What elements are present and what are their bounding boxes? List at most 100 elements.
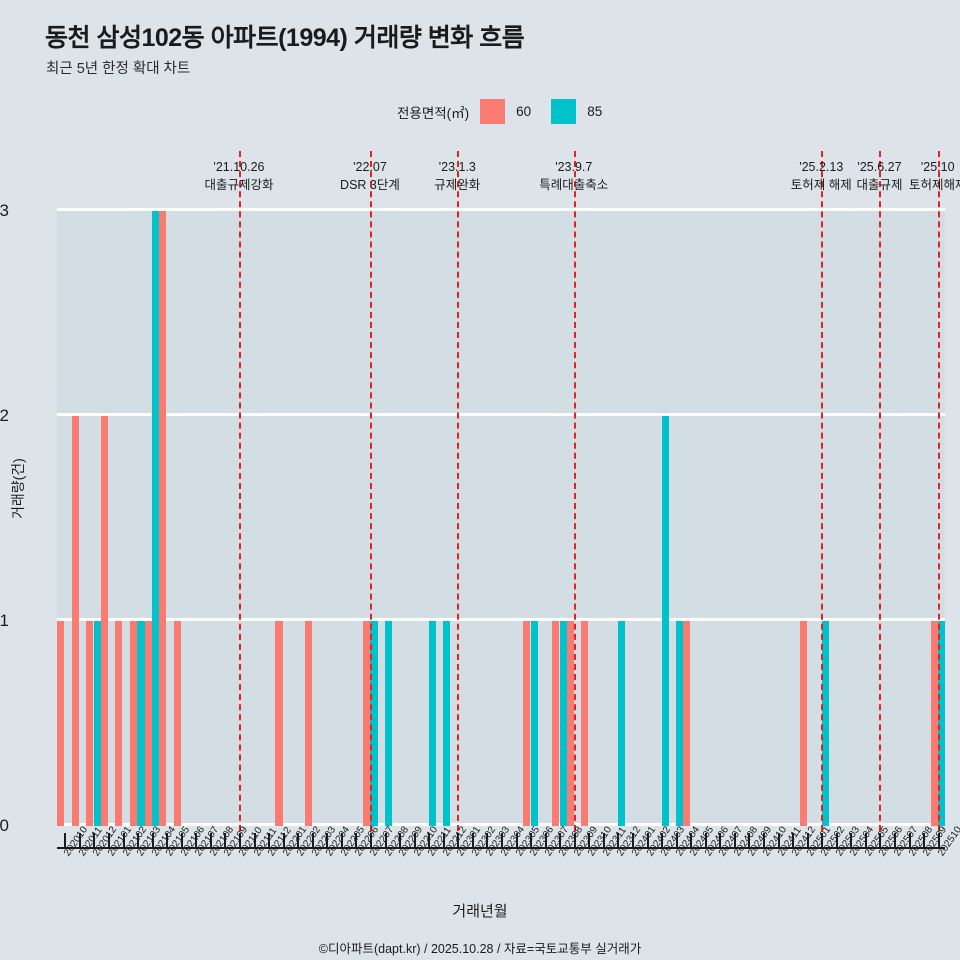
bar-60-202510 bbox=[930, 621, 938, 826]
bar-60-202309 bbox=[566, 621, 574, 826]
x-tick-mark bbox=[501, 833, 503, 847]
x-tick-mark bbox=[399, 833, 402, 847]
annotation-line-202309 bbox=[573, 151, 576, 841]
x-tick-mark bbox=[340, 833, 343, 847]
annotation-line-202510 bbox=[937, 151, 940, 841]
annotation-line-202506 bbox=[879, 151, 882, 841]
annotation-label-202110: '21.10.26 대출규제강화 bbox=[204, 158, 273, 194]
annotation-line-202502 bbox=[821, 151, 824, 841]
x-tick-mark bbox=[879, 833, 882, 847]
x-tick-mark bbox=[209, 833, 212, 847]
x-tick-mark bbox=[471, 833, 474, 847]
x-tick-mark bbox=[384, 833, 387, 847]
x-tick-mark bbox=[617, 833, 620, 847]
bar-60-202101 bbox=[100, 416, 108, 826]
bar-85-202012 bbox=[93, 621, 101, 826]
x-tick-mark bbox=[573, 833, 576, 847]
bar-60-202501 bbox=[799, 621, 807, 826]
annotation-text: DSR 3단계 bbox=[340, 178, 400, 193]
bar-85-202404 bbox=[676, 621, 684, 826]
footer-credit: ©디아파트(dapt.kr) / 2025.10.28 / 자료=국토교통부 실… bbox=[318, 942, 642, 956]
y-tick-2: 2 bbox=[0, 406, 9, 425]
bar-60-202306 bbox=[522, 621, 531, 826]
y-tick-0: 0 bbox=[0, 816, 9, 835]
x-tick-mark bbox=[937, 833, 940, 847]
bar-85-202403 bbox=[661, 416, 669, 826]
y-tick-3: 3 bbox=[0, 201, 9, 220]
x-tick-mark bbox=[733, 833, 736, 847]
legend-swatch-60 bbox=[480, 99, 506, 124]
bar-60-202405 bbox=[683, 621, 691, 826]
legend-label-60: 60 bbox=[516, 104, 532, 119]
annotation-date: '25.2.13 bbox=[799, 160, 844, 174]
gridline bbox=[57, 823, 945, 826]
x-tick-mark bbox=[530, 833, 533, 847]
x-tick-mark bbox=[180, 833, 183, 847]
x-tick-mark bbox=[719, 833, 722, 847]
bar-60-202207 bbox=[362, 621, 370, 826]
x-tick-mark bbox=[544, 833, 547, 847]
annotation-date: '25.10 bbox=[920, 160, 955, 174]
x-axis-label: 거래년월 bbox=[452, 903, 508, 920]
x-tick-mark bbox=[690, 833, 693, 847]
x-tick-mark bbox=[78, 833, 81, 847]
bar-85-202207 bbox=[370, 621, 378, 826]
x-tick-mark bbox=[355, 833, 358, 847]
annotation-date: '22.07 bbox=[353, 160, 387, 174]
annotation-date: '21.10.26 bbox=[213, 160, 265, 174]
x-tick-mark bbox=[93, 833, 96, 847]
bar-60-202012 bbox=[86, 621, 94, 826]
x-tick-mark bbox=[763, 833, 766, 847]
x-tick-mark bbox=[122, 833, 125, 847]
x-tick-mark bbox=[151, 833, 154, 847]
x-tick-mark bbox=[137, 833, 140, 847]
plot-area bbox=[57, 151, 946, 841]
x-tick-mark bbox=[908, 833, 911, 847]
legend: 전용면적(㎡) 60 85 bbox=[397, 99, 602, 124]
x-tick-mark bbox=[107, 833, 110, 847]
x-tick-mark bbox=[253, 833, 256, 847]
x-tick-mark bbox=[646, 833, 649, 847]
annotation-line-202301 bbox=[457, 151, 460, 841]
bar-85-202104 bbox=[152, 211, 160, 826]
annotation-text: 특례대출축소 bbox=[539, 178, 609, 193]
legend-title: 전용면적(㎡) bbox=[397, 105, 470, 121]
x-tick-mark bbox=[850, 833, 853, 847]
x-tick-mark bbox=[748, 833, 751, 847]
gridline bbox=[57, 413, 945, 416]
x-tick-mark bbox=[602, 833, 605, 847]
bar-85-202212 bbox=[443, 621, 451, 826]
annotation-label-202207: '22.07 DSR 3단계 bbox=[340, 158, 400, 194]
bar-60-202011 bbox=[71, 416, 79, 826]
bar-85-202502 bbox=[821, 621, 829, 826]
y-axis-label: 거래량(건) bbox=[10, 458, 26, 519]
bar-60-202010 bbox=[57, 621, 65, 826]
x-tick-mark bbox=[777, 833, 780, 847]
x-tick-mark bbox=[864, 833, 867, 847]
x-tick-mark bbox=[311, 833, 314, 847]
bar-60-202201 bbox=[275, 621, 283, 826]
x-tick-mark bbox=[166, 833, 169, 847]
x-tick-mark bbox=[238, 833, 241, 847]
x-tick-mark bbox=[559, 833, 562, 847]
y-tick-1: 1 bbox=[0, 611, 9, 630]
x-tick-mark bbox=[835, 833, 838, 847]
legend-label-85: 85 bbox=[587, 104, 603, 119]
annotation-line-202207 bbox=[369, 151, 372, 841]
x-tick-mark bbox=[326, 833, 329, 847]
gridline bbox=[57, 618, 945, 621]
x-tick-mark bbox=[515, 833, 518, 847]
bar-85-202308 bbox=[559, 621, 567, 826]
bar-85-202312 bbox=[617, 621, 626, 826]
x-tick-mark bbox=[821, 833, 824, 847]
annotation-date: '23.9.7 bbox=[555, 160, 593, 174]
x-tick-mark bbox=[806, 833, 809, 847]
x-tick-mark bbox=[282, 833, 285, 847]
bar-60-202102 bbox=[115, 621, 123, 826]
x-tick-mark bbox=[792, 833, 795, 847]
annotation-label-202506: '25.6.27 대출규제 bbox=[856, 158, 902, 194]
x-tick-mark bbox=[588, 833, 591, 847]
x-axis-line bbox=[57, 847, 945, 849]
bar-85-202208 bbox=[384, 621, 393, 826]
